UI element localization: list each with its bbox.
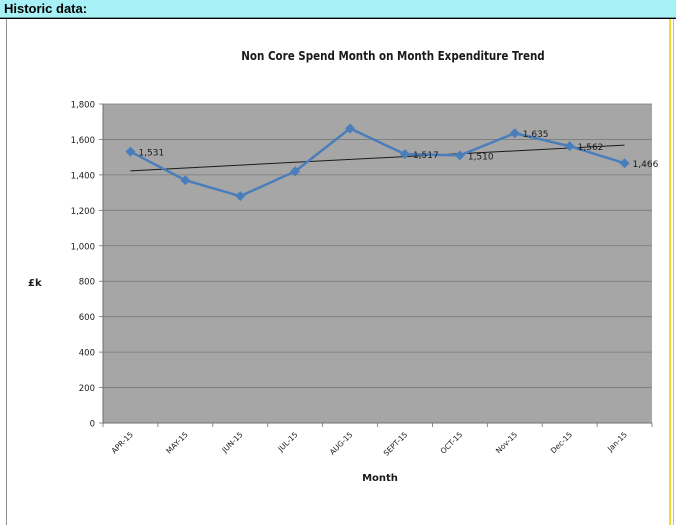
- data-label: 1,635: [523, 130, 549, 140]
- x-tick-label: OCT-15: [439, 430, 465, 456]
- chart-title: Non Core Spend Month on Month Expenditur…: [241, 49, 545, 63]
- data-label: 1,531: [138, 149, 164, 159]
- sheet-border-right-edge: [673, 19, 674, 525]
- data-point: [345, 123, 356, 134]
- x-tick-label: JUL-15: [276, 430, 300, 454]
- axes: [102, 104, 653, 427]
- gridlines: [99, 103, 652, 424]
- y-tick-label: 0: [90, 420, 95, 430]
- data-markers: [125, 123, 630, 202]
- data-point: [454, 150, 465, 161]
- data-point: [399, 149, 410, 160]
- sheet-border-left: [6, 19, 7, 525]
- data-label: 1,510: [468, 152, 494, 162]
- y-tick-label: 200: [79, 384, 95, 394]
- x-tick-label: SEPT-15: [382, 430, 410, 458]
- x-tick-label: Dec-15: [549, 430, 574, 455]
- header-title: Historic data:: [4, 1, 88, 16]
- data-point: [180, 175, 191, 186]
- x-tick-label: MAY-15: [164, 430, 190, 456]
- y-axis-label: £k: [28, 278, 42, 289]
- data-point: [619, 158, 630, 169]
- y-tick-label: 400: [79, 349, 95, 359]
- header-bar: Historic data:: [0, 0, 676, 18]
- y-tick-label: 1,600: [71, 136, 95, 146]
- y-tick-labels: 0 200 400 600 800 1,000 1,200 1,400 1,600 1,800: [71, 101, 95, 430]
- sheet-border-right: [669, 19, 671, 525]
- x-axis-label: Month: [362, 473, 398, 484]
- data-label: 1,517: [413, 151, 439, 161]
- plot-area: [103, 104, 652, 423]
- series-line: [129, 126, 625, 198]
- x-tick-label: Jan-15: [605, 430, 629, 454]
- data-label: 1,466: [633, 160, 659, 170]
- x-tick-labels: APR-15 MAY-15 JUN-15 JUL-15 AUG-15 SEPT-15 OCT…: [110, 430, 630, 458]
- y-tick-label: 800: [79, 278, 95, 288]
- data-labels: 1,531 1,517 1,510 1,635 1,562 1,466: [138, 130, 658, 170]
- x-tick-label: JUN-15: [220, 430, 245, 455]
- header-rule: [0, 18, 676, 19]
- y-tick-label: 1,800: [71, 101, 95, 111]
- y-tick-label: 1,200: [71, 207, 95, 217]
- data-point: [509, 128, 520, 139]
- data-point: [235, 191, 246, 202]
- trend-line: [130, 144, 625, 172]
- data-label: 1,562: [578, 143, 604, 153]
- data-point: [564, 141, 575, 152]
- x-tick-label: APR-15: [110, 430, 135, 455]
- x-tick-label: AUG-15: [328, 430, 355, 457]
- data-point: [125, 146, 136, 157]
- x-tick-label: Nov-15: [494, 430, 519, 455]
- data-point: [290, 166, 301, 177]
- y-tick-label: 1,000: [71, 242, 95, 252]
- y-tick-label: 600: [79, 313, 95, 323]
- y-tick-label: 1,400: [71, 171, 95, 181]
